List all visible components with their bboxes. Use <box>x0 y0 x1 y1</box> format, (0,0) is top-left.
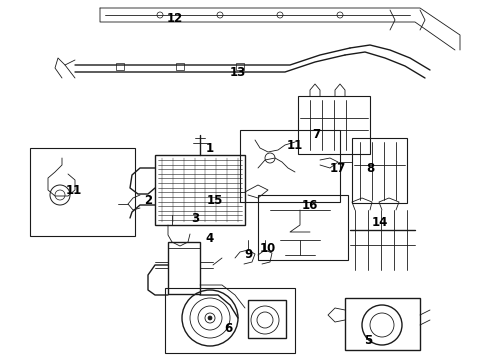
Text: 9: 9 <box>244 248 252 261</box>
Text: 5: 5 <box>364 333 372 346</box>
Text: 1: 1 <box>206 141 214 154</box>
Bar <box>248 300 286 338</box>
Bar <box>165 288 295 353</box>
Bar <box>345 298 420 350</box>
Text: 8: 8 <box>366 162 374 175</box>
Text: 7: 7 <box>312 127 320 140</box>
Bar <box>176 63 184 70</box>
Text: 16: 16 <box>302 198 318 212</box>
Text: 10: 10 <box>260 242 276 255</box>
Text: 3: 3 <box>191 212 199 225</box>
Bar <box>236 63 244 70</box>
Text: 12: 12 <box>167 12 183 24</box>
Bar <box>30 148 135 236</box>
Text: 2: 2 <box>144 194 152 207</box>
Bar <box>352 138 407 203</box>
Bar <box>168 242 200 294</box>
Bar <box>240 130 340 202</box>
Text: 11: 11 <box>287 139 303 152</box>
Text: 6: 6 <box>224 321 232 334</box>
Text: 11: 11 <box>66 184 82 197</box>
Text: 13: 13 <box>230 66 246 78</box>
Circle shape <box>208 316 212 320</box>
Bar <box>258 195 348 260</box>
Text: 15: 15 <box>207 194 223 207</box>
Bar <box>298 96 370 154</box>
Text: 17: 17 <box>330 162 346 175</box>
Bar <box>155 155 245 225</box>
Text: 14: 14 <box>372 216 388 229</box>
Text: 4: 4 <box>206 231 214 244</box>
Bar <box>116 63 124 70</box>
